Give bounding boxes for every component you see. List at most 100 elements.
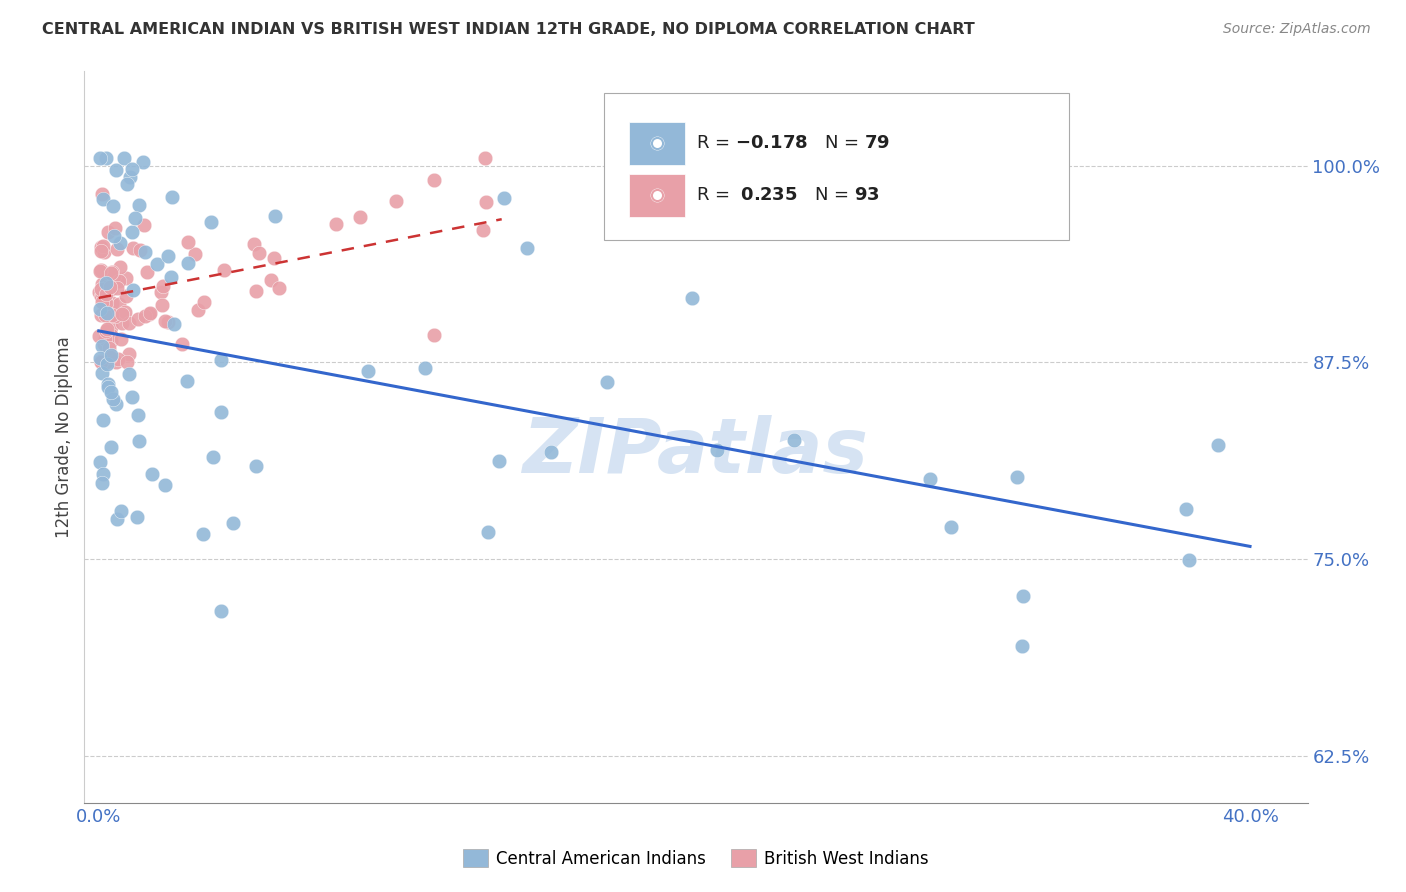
Point <box>200 215 222 229</box>
Point <box>471 223 494 237</box>
Point <box>132 155 155 169</box>
Point <box>595 376 617 390</box>
Point <box>89 455 111 469</box>
Point <box>191 527 214 541</box>
Point <box>96 287 118 301</box>
Point <box>91 192 114 206</box>
Point <box>91 338 114 352</box>
Point <box>94 355 117 369</box>
Point <box>90 240 112 254</box>
Point <box>107 297 129 311</box>
Point <box>150 285 173 299</box>
Point <box>222 516 245 530</box>
Point <box>105 355 128 369</box>
Point <box>118 367 141 381</box>
Point <box>100 266 122 280</box>
Point <box>94 324 117 338</box>
Point <box>97 380 120 394</box>
Point <box>90 282 112 296</box>
Point <box>1178 553 1201 567</box>
Point <box>90 263 112 277</box>
Point <box>105 242 128 256</box>
Point <box>172 336 194 351</box>
Text: R =  $\mathbf{0.235}$   N = $\mathbf{93}$: R = $\mathbf{0.235}$ N = $\mathbf{93}$ <box>696 186 880 204</box>
Point <box>706 443 728 458</box>
Point <box>110 504 132 518</box>
Point <box>91 239 114 253</box>
Point <box>150 298 173 312</box>
Point <box>121 391 143 405</box>
Point <box>96 225 118 239</box>
FancyBboxPatch shape <box>628 121 685 165</box>
Point <box>212 263 235 277</box>
Point <box>97 377 120 392</box>
FancyBboxPatch shape <box>605 94 1069 240</box>
Point <box>477 525 499 540</box>
Point <box>104 220 127 235</box>
Point <box>115 355 138 369</box>
Point <box>163 318 186 332</box>
Point <box>127 312 149 326</box>
Point <box>474 194 496 209</box>
Point <box>114 270 136 285</box>
Point <box>132 218 155 232</box>
Point <box>93 309 115 323</box>
Point <box>100 334 122 349</box>
Point <box>139 306 162 320</box>
Point <box>107 274 129 288</box>
Point <box>101 308 124 322</box>
Point <box>177 256 200 270</box>
Text: CENTRAL AMERICAN INDIAN VS BRITISH WEST INDIAN 12TH GRADE, NO DIPLOMA CORRELATIO: CENTRAL AMERICAN INDIAN VS BRITISH WEST … <box>42 22 974 37</box>
Point <box>91 366 114 380</box>
Point <box>98 350 121 364</box>
Point <box>1011 640 1033 654</box>
Point <box>939 520 962 534</box>
Point <box>89 264 111 278</box>
Point <box>103 228 125 243</box>
Point <box>93 336 115 351</box>
Point <box>124 211 146 225</box>
Point <box>100 328 122 343</box>
Text: R = $\mathbf{-0.178}$   N = $\mathbf{79}$: R = $\mathbf{-0.178}$ N = $\mathbf{79}$ <box>696 134 890 152</box>
Point <box>100 348 122 362</box>
Point <box>245 284 267 298</box>
Point <box>100 384 122 399</box>
Point <box>101 296 124 310</box>
FancyBboxPatch shape <box>628 174 685 218</box>
Point <box>128 243 150 257</box>
Point <box>104 309 127 323</box>
Point <box>1005 469 1028 483</box>
Point <box>177 235 200 249</box>
Point <box>98 280 121 294</box>
Point <box>115 178 138 192</box>
Point <box>107 280 129 294</box>
Point <box>89 302 111 317</box>
Point <box>160 190 183 204</box>
Point <box>156 315 179 329</box>
Point <box>89 351 111 365</box>
Point <box>184 246 207 260</box>
Point <box>245 458 267 473</box>
Point <box>264 210 287 224</box>
Text: ZIPatlas: ZIPatlas <box>523 415 869 489</box>
Point <box>93 294 115 309</box>
Point <box>209 405 232 419</box>
Point <box>474 151 496 165</box>
Point <box>127 408 149 422</box>
Point <box>259 273 281 287</box>
Point <box>91 286 114 301</box>
Point <box>141 467 163 482</box>
Point <box>122 283 145 297</box>
Point <box>90 186 112 201</box>
Point <box>160 270 183 285</box>
Point <box>98 341 121 355</box>
Point <box>269 281 291 295</box>
Point <box>118 346 141 360</box>
Point <box>134 309 156 323</box>
Point <box>107 352 129 367</box>
Point <box>114 289 136 303</box>
Point <box>89 328 111 343</box>
Point <box>156 249 179 263</box>
Point <box>155 478 177 492</box>
Point <box>89 151 111 165</box>
